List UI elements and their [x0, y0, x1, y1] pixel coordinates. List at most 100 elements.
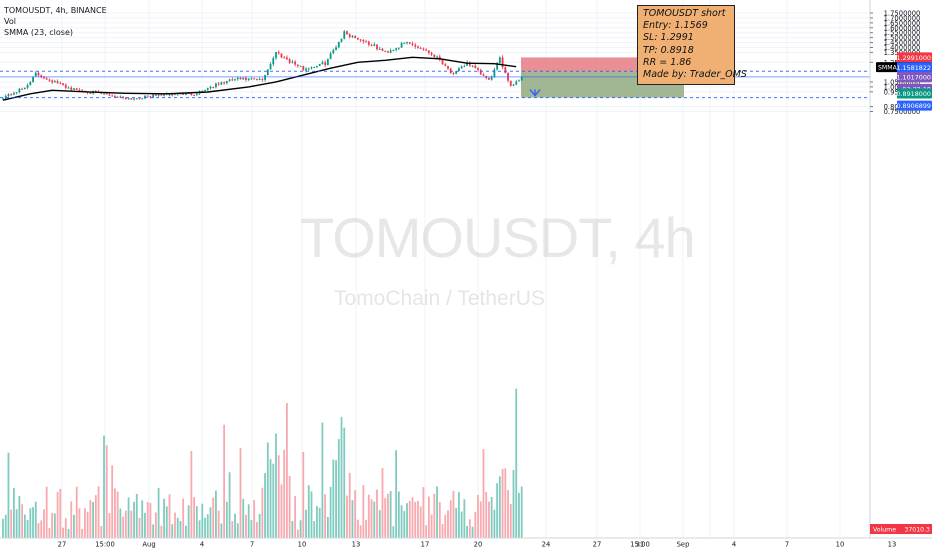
candle[interactable] — [15, 92, 18, 94]
price-label-line[interactable] — [897, 100, 932, 111]
candle[interactable] — [280, 53, 283, 58]
candle[interactable] — [277, 52, 280, 54]
candle[interactable] — [471, 65, 474, 67]
candle[interactable] — [160, 94, 163, 96]
candle[interactable] — [373, 44, 376, 46]
candle[interactable] — [223, 82, 226, 84]
candle[interactable] — [403, 42, 406, 44]
candle[interactable] — [34, 72, 37, 77]
candle[interactable] — [392, 49, 395, 51]
candle[interactable] — [400, 43, 403, 48]
candle[interactable] — [253, 78, 256, 80]
candle[interactable] — [359, 39, 362, 41]
candle[interactable] — [45, 78, 48, 80]
candle[interactable] — [436, 56, 438, 58]
candle[interactable] — [419, 47, 422, 49]
candle[interactable] — [318, 63, 321, 66]
candle[interactable] — [474, 65, 477, 69]
candle[interactable] — [447, 66, 449, 69]
candle[interactable] — [119, 96, 122, 98]
price-label-last-price[interactable] — [897, 71, 932, 82]
candle[interactable] — [414, 44, 417, 47]
smma-line-path[interactable] — [2, 56, 517, 101]
candle[interactable] — [190, 93, 193, 95]
candle[interactable] — [215, 83, 217, 88]
candle[interactable] — [496, 62, 499, 70]
candle[interactable] — [234, 79, 236, 81]
price-axis[interactable]: 1.75000001.70000001.65000001.60000001.55… — [869, 0, 932, 550]
candle[interactable] — [185, 93, 187, 95]
candle[interactable] — [337, 41, 340, 48]
candle[interactable] — [201, 90, 204, 92]
candle[interactable] — [490, 76, 493, 80]
candle[interactable] — [163, 94, 165, 96]
vol-indicator-label[interactable]: Vol — [4, 17, 16, 26]
candle[interactable] — [367, 41, 370, 45]
candle[interactable] — [294, 61, 297, 65]
candle[interactable] — [286, 57, 288, 60]
candle[interactable] — [291, 61, 294, 63]
candle[interactable] — [231, 79, 234, 81]
candle[interactable] — [70, 87, 73, 90]
candle[interactable] — [365, 41, 367, 43]
candle[interactable] — [245, 77, 247, 80]
candle[interactable] — [384, 50, 387, 52]
candle[interactable] — [329, 53, 332, 59]
candle[interactable] — [452, 72, 455, 74]
candle[interactable] — [81, 90, 84, 92]
candle[interactable] — [422, 48, 425, 50]
candle[interactable] — [269, 64, 272, 70]
candle[interactable] — [501, 57, 504, 68]
candle[interactable] — [258, 78, 261, 80]
candles[interactable] — [2, 30, 523, 101]
candle[interactable] — [174, 93, 176, 95]
candle[interactable] — [127, 98, 130, 100]
candle[interactable] — [370, 44, 373, 46]
candle[interactable] — [504, 67, 507, 74]
price-label-stop-loss[interactable] — [897, 52, 932, 63]
candle[interactable] — [348, 34, 351, 37]
candle[interactable] — [23, 87, 26, 89]
candle[interactable] — [272, 58, 275, 65]
candle[interactable] — [498, 57, 501, 63]
candle[interactable] — [67, 87, 70, 89]
price-label-line[interactable] — [897, 62, 932, 73]
candle[interactable] — [179, 93, 182, 95]
candle[interactable] — [56, 81, 59, 84]
candle[interactable] — [283, 57, 286, 59]
candle[interactable] — [32, 76, 34, 83]
candle[interactable] — [343, 31, 346, 39]
candle[interactable] — [73, 88, 75, 90]
candle[interactable] — [154, 94, 157, 96]
candle[interactable] — [195, 93, 198, 96]
candle[interactable] — [381, 48, 384, 51]
candle[interactable] — [62, 83, 64, 85]
candle[interactable] — [512, 84, 515, 86]
candle[interactable] — [204, 90, 206, 92]
candle[interactable] — [105, 93, 108, 95]
candle[interactable] — [441, 59, 444, 65]
candle[interactable] — [488, 78, 490, 80]
candle[interactable] — [455, 71, 458, 74]
candle[interactable] — [357, 37, 359, 40]
candle[interactable] — [111, 95, 114, 97]
candle[interactable] — [313, 67, 316, 69]
candle[interactable] — [264, 75, 266, 80]
candle[interactable] — [13, 92, 15, 95]
candle[interactable] — [220, 82, 223, 85]
candle[interactable] — [326, 58, 329, 66]
candle[interactable] — [209, 87, 212, 89]
candle[interactable] — [406, 42, 408, 44]
candle[interactable] — [133, 98, 135, 100]
candle[interactable] — [335, 47, 337, 51]
candle[interactable] — [48, 79, 51, 81]
candle[interactable] — [152, 94, 155, 98]
candle[interactable] — [520, 76, 523, 81]
candle[interactable] — [75, 88, 78, 90]
candle[interactable] — [103, 93, 105, 95]
candle[interactable] — [493, 69, 496, 77]
candle[interactable] — [395, 48, 398, 50]
candle[interactable] — [261, 78, 264, 80]
